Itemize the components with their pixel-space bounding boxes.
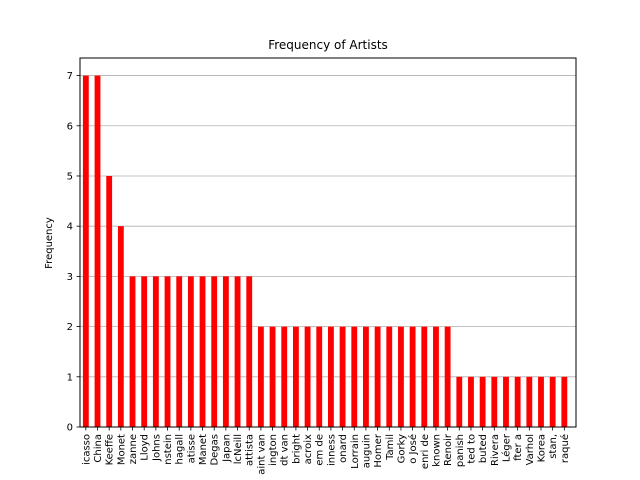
x-tick-label-5: Lloyd	[140, 434, 151, 461]
bar-25	[374, 326, 381, 427]
x-tick-label-24: auguin	[361, 434, 372, 468]
x-tick-label-21: inness	[326, 434, 337, 466]
bar-1	[94, 75, 101, 428]
x-tick-label-39: Korea	[536, 434, 547, 462]
x-ticks: icasso China Keeffe Monet zanne Lloyd Johns nst…	[81, 427, 571, 475]
x-tick-label-16: ington	[268, 434, 279, 466]
bar-37	[514, 376, 521, 427]
bar-13	[234, 276, 241, 427]
x-tick-label-22: onard	[338, 434, 349, 463]
x-tick-label-3: Monet	[116, 434, 127, 465]
y-tick-label-7: 7	[67, 71, 73, 82]
bar-33	[468, 376, 474, 427]
y-tick-label-3: 3	[67, 272, 73, 283]
x-tick-label-27: Gorky	[396, 434, 407, 463]
x-tick-label-2: Keeffe	[105, 434, 116, 465]
y-tick-label-1: 1	[67, 372, 73, 383]
x-tick-label-15: aint van	[256, 434, 267, 475]
bar-2	[106, 175, 113, 427]
x-tick-label-38: Varhol	[525, 434, 536, 465]
x-tick-label-20: em de	[315, 434, 326, 466]
bar-32	[456, 376, 463, 427]
bar-35	[491, 376, 498, 427]
x-tick-label-9: atisse	[186, 434, 197, 463]
x-tick-label-37: fter a	[513, 434, 524, 461]
x-tick-label-31: Renoir	[443, 433, 454, 466]
y-tick-label-6: 6	[67, 121, 73, 132]
y-tick-label-4: 4	[67, 222, 73, 233]
x-tick-label-11: Degas	[210, 434, 221, 466]
bar-6	[152, 276, 159, 427]
x-tick-label-29: enri de	[420, 434, 431, 469]
bars	[82, 75, 568, 428]
bar-12	[222, 276, 229, 427]
x-tick-label-26: Tamil	[385, 434, 396, 461]
bar-36	[503, 376, 509, 427]
bar-17	[281, 326, 288, 427]
bar-18	[292, 326, 299, 427]
bar-15	[257, 326, 264, 427]
x-tick-label-17: dt van	[280, 434, 291, 466]
bar-9	[187, 276, 194, 427]
x-tick-label-7: nstein	[163, 434, 174, 465]
bar-0	[82, 75, 89, 428]
bar-20	[316, 326, 323, 427]
bar-22	[339, 326, 346, 427]
x-tick-label-6: Johns	[151, 434, 162, 462]
x-tick-label-25: Homer	[373, 433, 384, 468]
x-tick-label-12: Japan	[221, 434, 232, 463]
bar-38	[526, 376, 533, 427]
x-tick-label-28: o José	[407, 434, 419, 464]
x-tick-label-18: bright	[291, 434, 302, 464]
y-tick-label-5: 5	[67, 171, 73, 182]
bar-3	[117, 226, 124, 427]
y-ticks: 0 1 2 3 4 5 6 7	[67, 71, 80, 434]
bar-11	[211, 276, 218, 427]
bar-10	[199, 276, 206, 427]
bar-16	[269, 326, 276, 427]
bar-4	[129, 276, 136, 427]
bar-27	[398, 326, 404, 427]
bar-34	[479, 376, 486, 427]
bar-8	[176, 276, 183, 427]
x-tick-label-19: acroix	[303, 434, 314, 464]
x-tick-label-40: stan,	[548, 434, 559, 459]
x-tick-label-34: buted	[478, 434, 489, 463]
bar-28	[409, 326, 416, 427]
bar-23	[351, 326, 358, 427]
bar-29	[421, 326, 428, 427]
y-axis-label: Frequency	[44, 217, 55, 269]
x-tick-label-35: Rivera	[490, 434, 501, 466]
bar-31	[444, 326, 451, 427]
bar-21	[328, 326, 334, 427]
x-tick-label-30: known	[431, 434, 442, 467]
bar-39	[538, 376, 544, 427]
bar-19	[304, 326, 311, 427]
x-tick-label-10: Manet	[198, 434, 209, 465]
bar-14	[246, 276, 253, 427]
x-tick-label-8: hagall	[175, 434, 186, 465]
x-tick-label-33: ted to	[466, 434, 477, 464]
x-tick-label-0: icasso	[81, 434, 92, 465]
y-tick-label-0: 0	[67, 423, 73, 434]
bar-41	[561, 376, 568, 427]
x-tick-label-36: Léger	[500, 433, 512, 462]
x-tick-label-32: panish	[455, 434, 466, 467]
bar-40	[549, 376, 556, 427]
x-tick-label-23: Lorrain	[350, 434, 361, 469]
x-tick-label-1: China	[93, 434, 104, 463]
y-tick-label-2: 2	[67, 322, 73, 333]
x-tick-label-4: zanne	[128, 434, 139, 464]
bar-7	[164, 276, 171, 427]
bar-26	[386, 326, 393, 427]
bar-24	[363, 326, 369, 427]
x-tick-label-13: lcNeill	[233, 434, 244, 464]
x-tick-label-41: raqué	[559, 434, 571, 463]
bar-30	[433, 326, 439, 427]
chart-title: Frequency of Artists	[268, 38, 388, 52]
bar-5	[141, 276, 148, 427]
x-tick-label-14: attista	[245, 434, 256, 466]
axes-frame	[79, 57, 577, 428]
